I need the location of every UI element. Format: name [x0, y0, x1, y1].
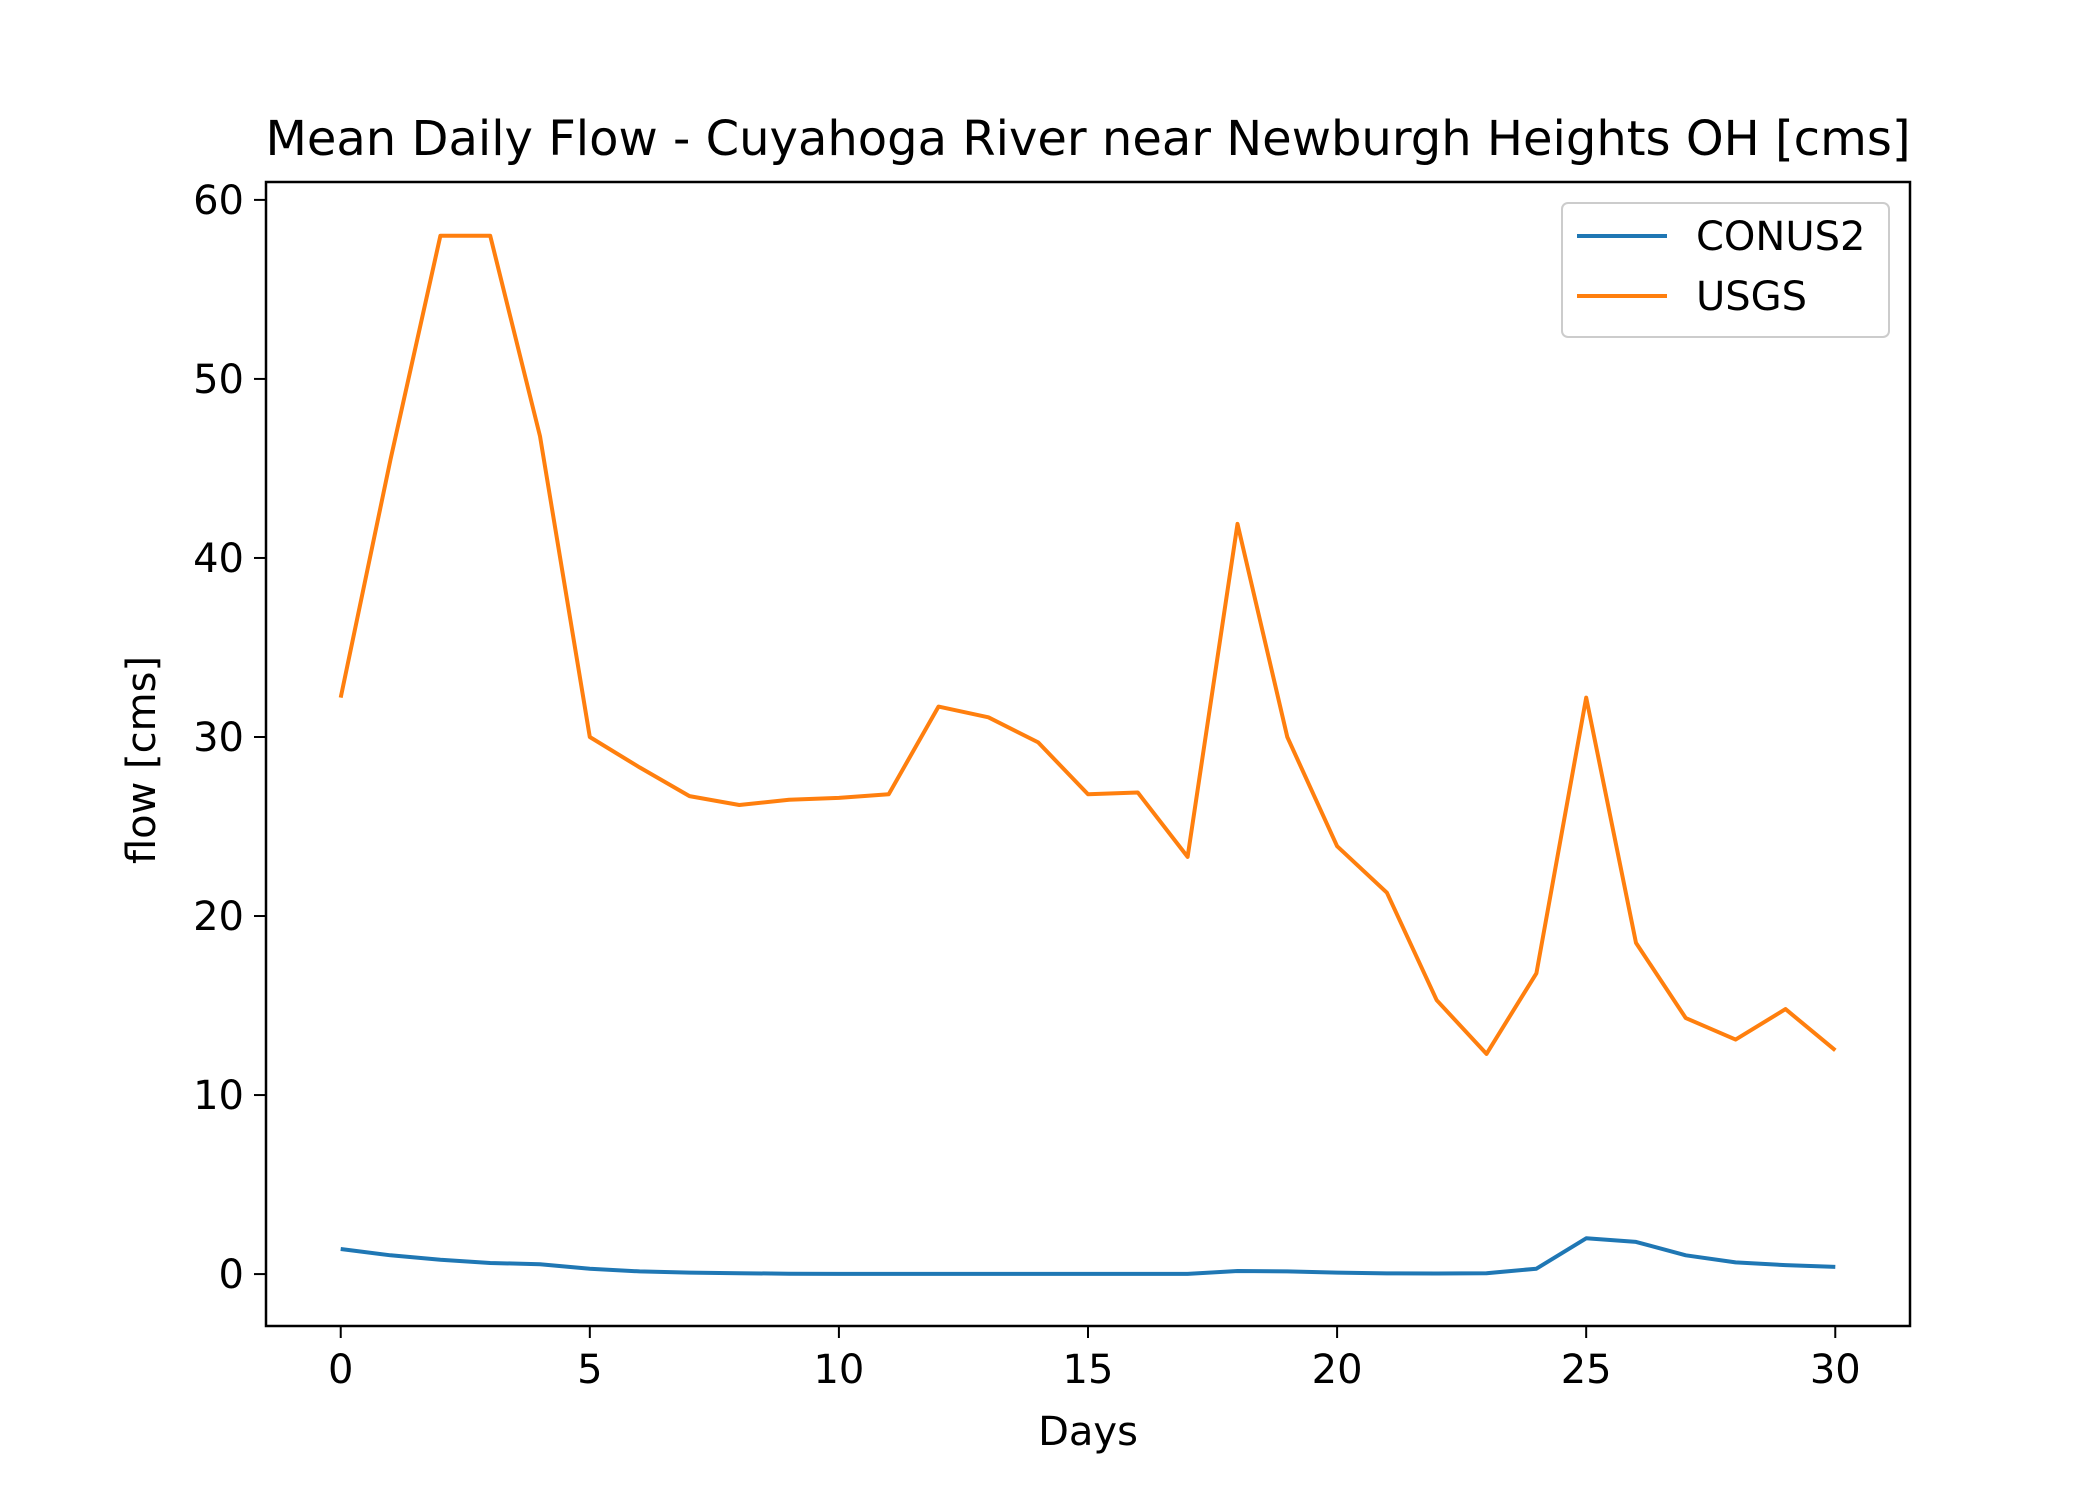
- y-tick-label: 10: [193, 1073, 244, 1119]
- x-tick-label: 30: [1810, 1347, 1861, 1393]
- series-line-usgs: [338, 233, 1837, 1056]
- x-tick-label: 10: [813, 1347, 864, 1393]
- x-axis-label: Days: [1038, 1409, 1138, 1455]
- y-tick-label: 40: [193, 536, 244, 582]
- plot-area: [264, 180, 1912, 1328]
- legend-label-conus2: CONUS2: [1696, 214, 1865, 260]
- y-tick-label: 60: [193, 178, 244, 224]
- legend-label-usgs: USGS: [1696, 274, 1807, 320]
- x-tick-label: 5: [577, 1347, 602, 1393]
- legend: CONUS2 USGS: [1561, 202, 1890, 338]
- x-tick-label: 25: [1561, 1347, 1612, 1393]
- y-tick-label: 50: [193, 357, 244, 403]
- y-tick-label: 30: [193, 715, 244, 761]
- y-axis-label: flow [cms]: [119, 656, 165, 864]
- x-tick-label: 0: [328, 1347, 353, 1393]
- y-tick-label: 0: [219, 1252, 244, 1298]
- x-tick-label: 20: [1312, 1347, 1363, 1393]
- chart-title: Mean Daily Flow - Cuyahoga River near Ne…: [265, 111, 1910, 167]
- x-axis: 0 5 10 15 20 25 30: [328, 1326, 1861, 1393]
- series-line-conus2: [340, 1236, 1836, 1276]
- y-tick-label: 20: [193, 894, 244, 940]
- x-tick-label: 15: [1063, 1347, 1114, 1393]
- y-axis: 0 10 20 30 40 50 60: [193, 178, 266, 1298]
- plot-frame: [264, 180, 1912, 1328]
